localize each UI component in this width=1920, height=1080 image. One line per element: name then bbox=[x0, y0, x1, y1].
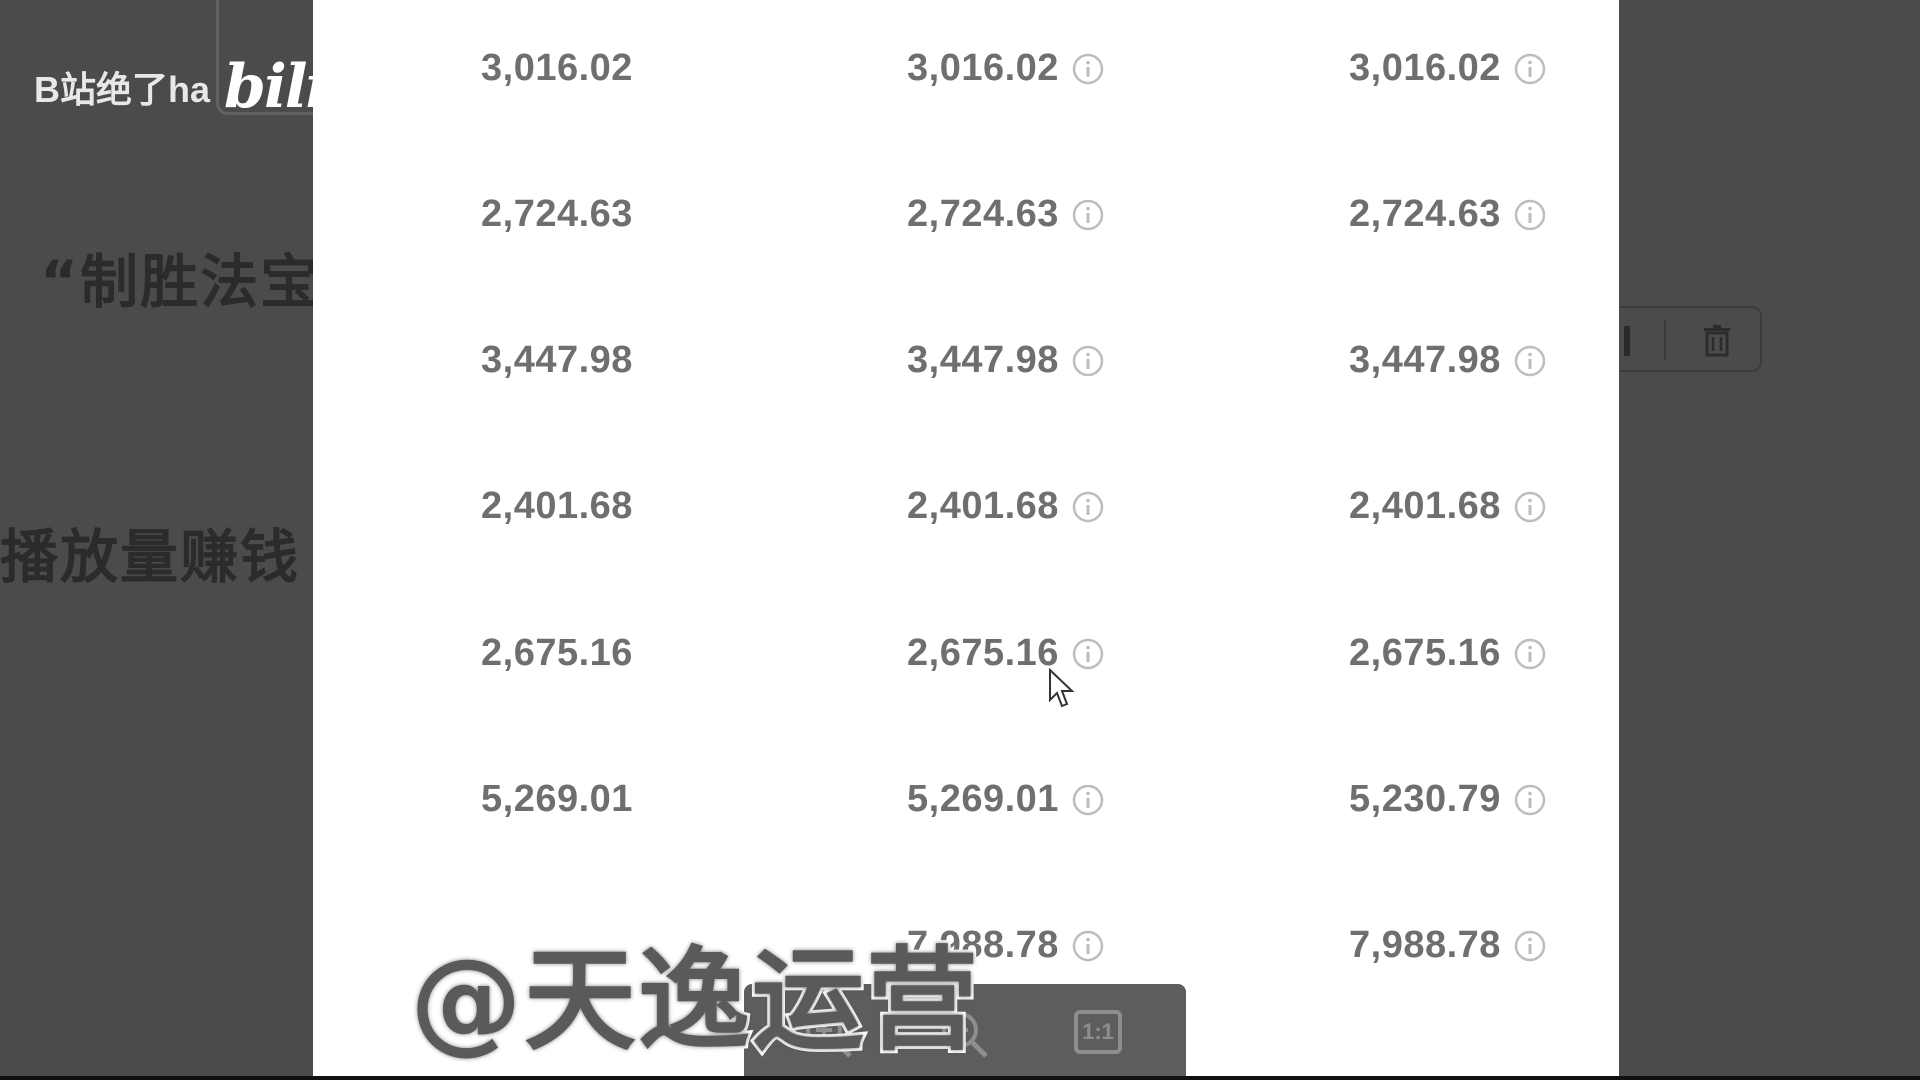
info-icon[interactable] bbox=[1513, 929, 1547, 963]
cell-value: 2,675.16 bbox=[907, 632, 1059, 674]
info-icon[interactable] bbox=[1071, 637, 1105, 671]
cell-value: 5,269.01 bbox=[481, 778, 633, 820]
table-cell: 2,401.68 bbox=[1349, 485, 1547, 528]
cell-value: 2,724.63 bbox=[1349, 193, 1501, 235]
table-cell: 5,269.01 bbox=[481, 778, 633, 821]
info-icon[interactable] bbox=[1513, 783, 1547, 817]
image-preview-panel: 3,016.02 3,016.02 3,016.02 2,724.63 2,72… bbox=[313, 0, 1619, 1080]
table-cell: 5,269.01 bbox=[907, 778, 1105, 821]
cell-value: 5,269.01 bbox=[907, 778, 1059, 820]
table-cell: 7,988.78 bbox=[1349, 924, 1547, 967]
cell-value: 3,447.98 bbox=[907, 339, 1059, 381]
author-watermark: @天逸运营 bbox=[407, 933, 981, 1069]
bilibili-logo: bili bbox=[224, 52, 328, 122]
table-cell: 7,988.78 bbox=[907, 924, 1105, 967]
cell-value: 3,447.98 bbox=[1349, 339, 1501, 381]
zoom-out-icon[interactable] bbox=[936, 1006, 992, 1062]
table-cell: 2,724.63 bbox=[481, 193, 633, 236]
table-cell: 3,447.98 bbox=[1349, 339, 1547, 382]
table-cell: 3,016.02 bbox=[1349, 47, 1547, 90]
info-icon[interactable] bbox=[1071, 783, 1105, 817]
table-cell: 3,016.02 bbox=[481, 47, 633, 90]
edit-icon bbox=[1624, 326, 1630, 356]
info-icon[interactable] bbox=[1513, 344, 1547, 378]
watermark-frame bbox=[216, 0, 329, 115]
info-icon[interactable] bbox=[1513, 490, 1547, 524]
cell-value: 2,401.68 bbox=[1349, 485, 1501, 527]
info-icon[interactable] bbox=[1071, 344, 1105, 378]
info-icon[interactable] bbox=[1071, 52, 1105, 86]
cell-value: 5,230.79 bbox=[1349, 778, 1501, 820]
mouse-cursor-icon bbox=[1049, 668, 1075, 708]
table-cell: 3,016.02 bbox=[907, 47, 1105, 90]
actual-size-icon[interactable]: 1:1 bbox=[1074, 1010, 1122, 1054]
trash-icon bbox=[1704, 325, 1730, 357]
cell-value: 2,401.68 bbox=[481, 485, 633, 527]
background-toolbar bbox=[1600, 306, 1762, 372]
cell-value: 2,724.63 bbox=[907, 193, 1059, 235]
actual-size-label: 1:1 bbox=[1082, 1019, 1114, 1044]
cell-value: 2,401.68 bbox=[907, 485, 1059, 527]
cell-value: 2,675.16 bbox=[1349, 632, 1501, 674]
info-icon[interactable] bbox=[1071, 929, 1105, 963]
zoom-toolbar: 1:1 bbox=[744, 984, 1186, 1080]
table-cell: 2,724.63 bbox=[1349, 193, 1547, 236]
info-icon[interactable] bbox=[1071, 198, 1105, 232]
table-cell: 2,401.68 bbox=[907, 485, 1105, 528]
info-icon[interactable] bbox=[1513, 198, 1547, 232]
table-cell: 2,675.16 bbox=[481, 632, 633, 675]
cell-value: 7,988.78 bbox=[907, 924, 1059, 966]
bottom-edge bbox=[0, 1076, 1920, 1080]
cell-value: 3,016.02 bbox=[481, 47, 633, 89]
table-cell: 2,724.63 bbox=[907, 193, 1105, 236]
zoom-in-icon[interactable] bbox=[800, 1006, 856, 1062]
bilibili-watermark-text: B站绝了ha bbox=[34, 69, 211, 110]
cell-value: 7,988.78 bbox=[1349, 924, 1501, 966]
toolbar-divider bbox=[1664, 320, 1666, 360]
table-cell: 2,401.68 bbox=[481, 485, 633, 528]
cell-value: 3,016.02 bbox=[1349, 47, 1501, 89]
info-icon[interactable] bbox=[1071, 490, 1105, 524]
table-cell: 5,230.79 bbox=[1349, 778, 1547, 821]
table-cell: 3,447.98 bbox=[481, 339, 633, 382]
info-icon[interactable] bbox=[1513, 52, 1547, 86]
background-subheading: 播放量赚钱（ bbox=[0, 523, 361, 591]
bilibili-watermark: B站绝了ha bili bbox=[34, 52, 328, 122]
table-cell: 3,447.98 bbox=[907, 339, 1105, 382]
table-cell: 2,675.16 bbox=[1349, 632, 1547, 675]
cell-value: 2,724.63 bbox=[481, 193, 633, 235]
info-icon[interactable] bbox=[1513, 637, 1547, 671]
cell-value: 2,675.16 bbox=[481, 632, 633, 674]
table-cell: 2,675.16 bbox=[907, 632, 1105, 675]
cell-value: 3,016.02 bbox=[907, 47, 1059, 89]
cell-value: 3,447.98 bbox=[481, 339, 633, 381]
background-heading: “制胜法宝 bbox=[40, 248, 321, 316]
